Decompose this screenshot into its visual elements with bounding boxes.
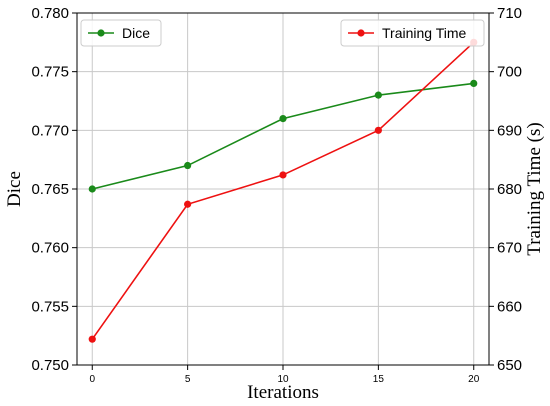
left-tick-label: 0.760 — [31, 240, 69, 257]
right-tick-label: 680 — [497, 181, 522, 198]
data-point-dice — [279, 115, 287, 123]
data-point-dice — [470, 79, 478, 87]
right-tick-label: 690 — [497, 122, 522, 139]
legend-box — [80, 19, 162, 47]
x-tick-label: 0 — [89, 374, 95, 385]
grid-lines — [77, 12, 489, 366]
x-tick-label: 5 — [185, 374, 191, 385]
data-point-training-time — [374, 126, 382, 134]
legend-dice: Dice — [80, 19, 162, 47]
right-tick-label: 710 — [497, 5, 522, 22]
legend-marker — [357, 29, 365, 37]
right-tick-label: 660 — [497, 298, 522, 315]
data-point-dice — [88, 185, 96, 193]
left-tick-label: 0.780 — [31, 5, 69, 22]
right-y-axis-title: Training Time (s) — [524, 122, 545, 255]
x-axis-title: Iterations — [247, 382, 319, 403]
series-layer — [88, 38, 478, 343]
left-tick-label: 0.750 — [31, 357, 69, 374]
left-tick-label: 0.770 — [31, 122, 69, 139]
x-axis: 0 5 10 15 20 — [89, 365, 480, 385]
x-tick-label: 20 — [468, 374, 480, 385]
x-tick-label: 15 — [373, 374, 385, 385]
x-tick-label: 10 — [277, 374, 289, 385]
right-tick-label: 670 — [497, 240, 522, 257]
data-point-dice — [374, 91, 382, 99]
right-tick-label: 650 — [497, 357, 522, 374]
right-y-axis: 650 660 670 680 690 700 710 — [489, 5, 522, 374]
data-point-dice — [184, 161, 192, 170]
right-tick-label: 700 — [497, 64, 522, 81]
data-point-training-time — [88, 335, 96, 343]
left-y-axis-title: Dice — [4, 171, 25, 207]
data-point-training-time — [279, 171, 287, 179]
legend-marker — [97, 29, 105, 37]
legend-training-time: Training Time — [340, 19, 485, 47]
left-tick-label: 0.765 — [31, 181, 69, 198]
data-point-training-time — [184, 200, 192, 208]
legend-box — [340, 19, 485, 47]
left-tick-label: 0.755 — [31, 298, 69, 315]
legend-label: Dice — [122, 25, 150, 41]
left-y-axis: 0.750 0.755 0.760 0.765 0.770 0.775 0.780 — [31, 5, 77, 374]
legend-label: Training Time — [382, 25, 467, 41]
left-tick-label: 0.775 — [31, 64, 69, 81]
